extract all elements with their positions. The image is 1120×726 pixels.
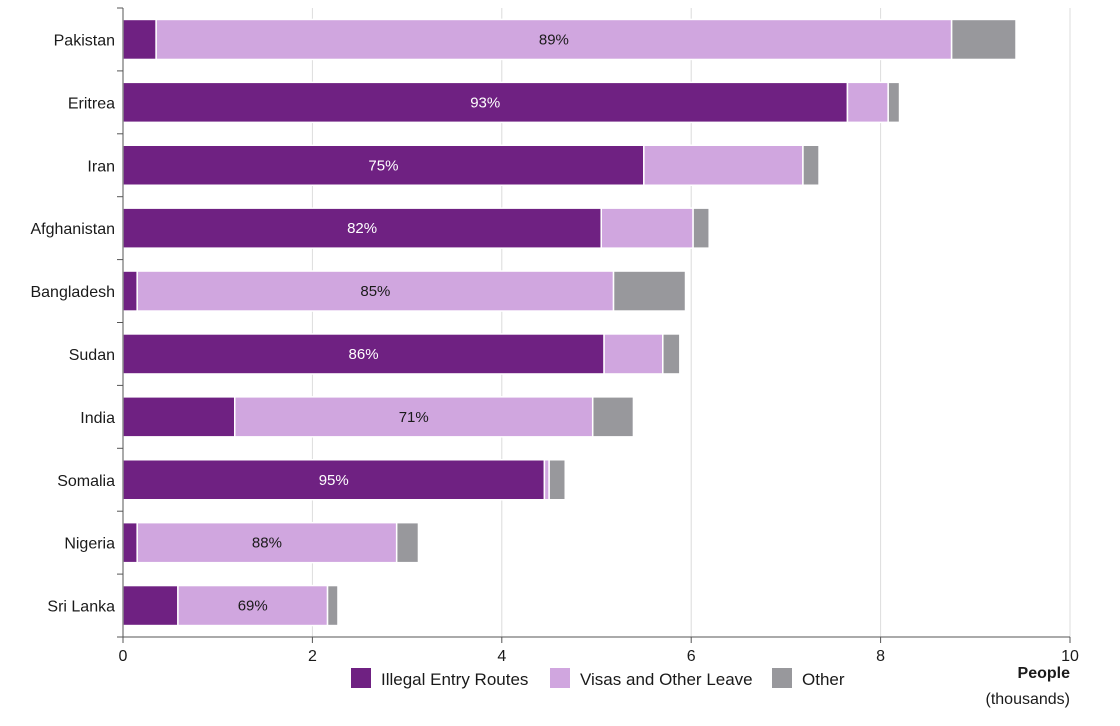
bar-india-other xyxy=(591,396,635,438)
x-axis-title-unit: (thousands) xyxy=(986,691,1071,708)
bar-india-illegal-entry-routes xyxy=(122,396,236,438)
axes xyxy=(117,7,1071,643)
bar-iran-visas-and-other-leave xyxy=(643,144,804,186)
category-label-afghanistan: Afghanistan xyxy=(30,221,115,238)
category-label-pakistan: Pakistan xyxy=(54,32,115,49)
labels: 0 2 4 6 8 10 Pakistan 89% Eritrea 93% Iran 75% Afgha… xyxy=(30,31,1079,665)
data-label-sudan: 86% xyxy=(349,346,379,363)
data-label-somalia: 95% xyxy=(319,472,349,489)
data-label-india: 71% xyxy=(399,409,429,426)
x-tick-label: 0 xyxy=(119,648,128,665)
bar-nigeria-illegal-entry-routes xyxy=(122,521,138,564)
x-tick-label: 6 xyxy=(687,648,696,665)
bar-eritrea-visas-and-other-leave xyxy=(846,81,889,124)
bar-iran-illegal-entry-routes xyxy=(122,144,645,186)
category-label-sudan: Sudan xyxy=(69,347,115,364)
legend-label-visas-and-other-leave: Visas and Other Leave xyxy=(580,670,753,689)
legend-label-illegal-entry-routes: Illegal Entry Routes xyxy=(381,670,528,689)
bar-pakistan-illegal-entry-routes xyxy=(122,18,157,61)
x-tick-label: 2 xyxy=(308,648,317,665)
bar-sri-lanka-illegal-entry-routes xyxy=(122,584,179,627)
category-label-nigeria: Nigeria xyxy=(64,536,115,553)
bar-somalia-other xyxy=(548,459,566,501)
category-label-iran: Iran xyxy=(87,158,115,175)
bar-sri-lanka-other xyxy=(326,584,339,627)
bar-pakistan-visas-and-other-leave xyxy=(155,18,953,61)
bar-pakistan-other xyxy=(950,18,1017,61)
bar-afghanistan-visas-and-other-leave xyxy=(600,207,694,249)
bar-afghanistan-other xyxy=(692,207,710,249)
bar-sudan-visas-and-other-leave xyxy=(603,333,664,375)
x-axis-title: People xyxy=(1018,665,1071,682)
bar-eritrea-other xyxy=(887,81,901,124)
bar-iran-other xyxy=(802,144,820,186)
data-label-sri-lanka: 69% xyxy=(238,598,268,615)
legend-swatch-illegal-entry-routes xyxy=(351,668,371,688)
category-label-somalia: Somalia xyxy=(57,473,115,490)
bar-bangladesh-illegal-entry-routes xyxy=(122,270,138,312)
data-label-nigeria: 88% xyxy=(252,535,282,552)
bar-afghanistan-illegal-entry-routes xyxy=(122,207,602,249)
bar-sudan-other xyxy=(662,333,681,375)
legend-swatch-other xyxy=(772,668,792,688)
category-label-sri-lanka: Sri Lanka xyxy=(47,599,115,616)
legend-label-other: Other xyxy=(802,670,845,689)
x-tick-label: 10 xyxy=(1061,648,1079,665)
bar-sri-lanka-visas-and-other-leave xyxy=(177,584,329,627)
data-label-iran: 75% xyxy=(368,157,398,174)
category-label-bangladesh: Bangladesh xyxy=(30,284,115,301)
category-label-eritrea: Eritrea xyxy=(68,95,115,112)
data-label-eritrea: 93% xyxy=(470,94,500,111)
data-label-pakistan: 89% xyxy=(539,31,569,48)
bar-sudan-illegal-entry-routes xyxy=(122,333,605,375)
legend: Illegal Entry Routes Visas and Other Lea… xyxy=(351,668,845,689)
bars xyxy=(122,18,1017,627)
x-tick-label: 4 xyxy=(497,648,506,665)
legend-swatch-visas-and-other-leave xyxy=(550,668,570,688)
data-label-afghanistan: 82% xyxy=(347,220,377,237)
bar-nigeria-other xyxy=(395,521,420,564)
category-label-india: India xyxy=(80,410,115,427)
data-label-bangladesh: 85% xyxy=(360,283,390,300)
bar-bangladesh-other xyxy=(612,270,687,312)
bar-nigeria-visas-and-other-leave xyxy=(136,521,398,564)
bar-india-visas-and-other-leave xyxy=(233,396,594,438)
bar-somalia-illegal-entry-routes xyxy=(122,459,546,501)
x-tick-label: 8 xyxy=(876,648,885,665)
